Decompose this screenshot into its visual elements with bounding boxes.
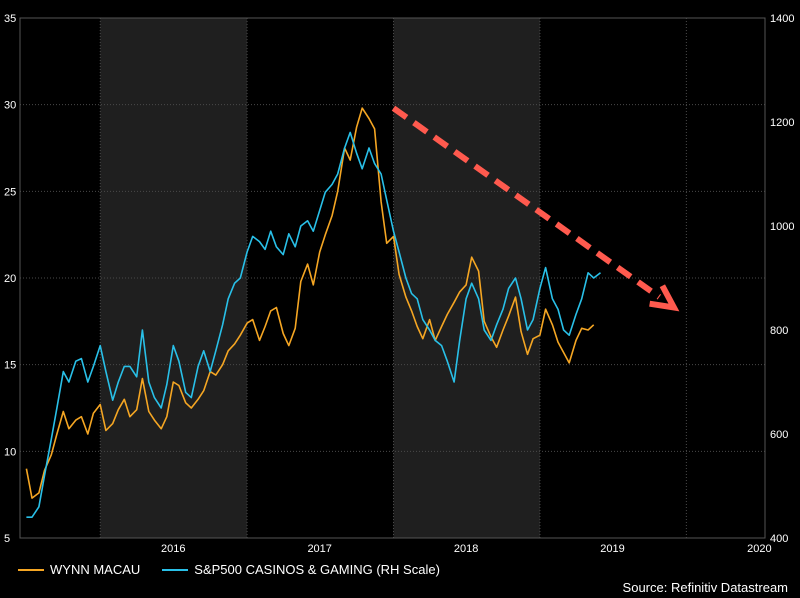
legend-swatch-sp500 — [162, 568, 189, 571]
y-left-tick-label: 30 — [4, 100, 16, 112]
y-right-tick-label: 1200 — [770, 117, 794, 129]
x-axis: 2016 2017 2018 2019 2020 — [161, 543, 772, 555]
y-left-tick-label: 5 — [4, 533, 10, 545]
x-tick-label: 2018 — [454, 543, 478, 555]
trend-arrow — [391, 105, 680, 312]
legend-swatch-wynn — [18, 568, 44, 571]
y-right-tick-label: 800 — [770, 325, 788, 337]
trend-arrow-head — [649, 284, 680, 312]
legend-item-wynn: WYNN MACAU — [18, 562, 140, 577]
y-left-tick-label: 35 — [4, 13, 16, 25]
series-line-0 — [25, 107, 595, 499]
x-tick-label: 2019 — [600, 543, 624, 555]
y-left-tick-label: 10 — [4, 446, 16, 458]
y-right-tick-label: 1000 — [770, 221, 794, 233]
legend-label-sp500: S&P500 CASINOS & GAMING (RH Scale) — [194, 562, 440, 577]
trend-arrow-shaft — [391, 105, 661, 300]
y-right-tick-label: 1400 — [770, 13, 794, 25]
series-lines — [25, 107, 601, 519]
series-line-1 — [26, 131, 601, 519]
y-left-tick-label: 25 — [4, 186, 16, 198]
legend: WYNN MACAU S&P500 CASINOS & GAMING (RH S… — [18, 562, 462, 577]
right-axis: 400 600 800 1000 1200 1400 — [770, 13, 794, 545]
legend-item-sp500: S&P500 CASINOS & GAMING (RH Scale) — [162, 562, 440, 577]
y-right-tick-label: 400 — [770, 533, 788, 545]
plot-frame — [19, 17, 766, 539]
y-left-tick-label: 15 — [4, 360, 16, 372]
source-note: Source: Refinitiv Datastream — [622, 580, 788, 595]
legend-label-wynn: WYNN MACAU — [50, 562, 141, 577]
gridlines — [19, 17, 766, 539]
x-tick-label: 2016 — [161, 543, 185, 555]
x-tick-label: 2017 — [307, 543, 331, 555]
y-right-tick-label: 600 — [770, 429, 788, 441]
x-tick-label: 2020 — [747, 543, 771, 555]
y-left-tick-label: 20 — [4, 273, 16, 285]
left-axis: 5 10 15 20 25 30 35 — [4, 13, 16, 545]
